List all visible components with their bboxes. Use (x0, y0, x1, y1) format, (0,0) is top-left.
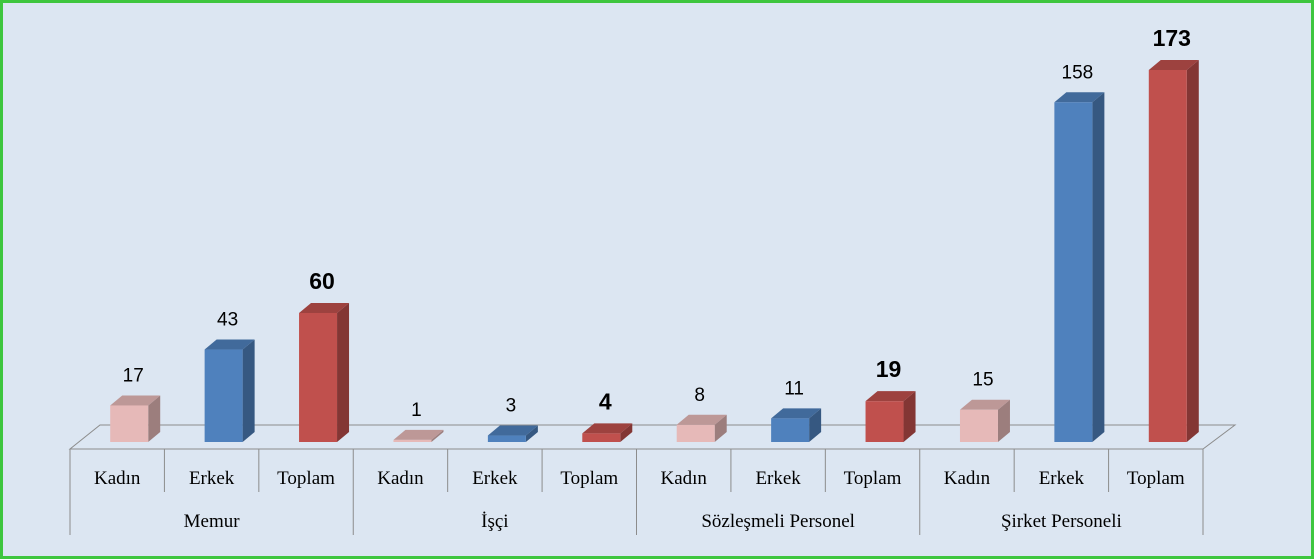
category-label: Kadın (377, 468, 424, 489)
bar-top (959, 399, 1010, 410)
bar (487, 425, 538, 442)
bar-top (582, 423, 633, 434)
group-label: Memur (184, 511, 241, 532)
bar (299, 302, 350, 442)
bar (110, 395, 161, 442)
bar-top (110, 395, 161, 406)
data-label: 4 (599, 388, 612, 414)
category-label: Toplam (844, 468, 902, 489)
bar (865, 391, 916, 442)
category-label: Kadın (94, 468, 141, 489)
bar-front (1054, 102, 1093, 442)
bar-front (204, 349, 243, 442)
bar-top (676, 414, 727, 425)
bar-side (525, 425, 538, 442)
data-label: 15 (972, 370, 993, 391)
bar-side (1092, 92, 1105, 442)
bar-front (771, 418, 810, 442)
data-label: 17 (123, 365, 144, 386)
data-label: 8 (694, 385, 705, 406)
data-label: 173 (1153, 25, 1191, 51)
bar-top (393, 429, 444, 440)
bar-top (487, 425, 538, 436)
data-label: 1 (411, 400, 422, 421)
bar-side (337, 302, 350, 442)
bar-top (299, 302, 350, 313)
bar (582, 423, 633, 442)
data-label: 158 (1062, 62, 1094, 83)
category-label: Erkek (189, 468, 235, 489)
bar-top (1148, 60, 1199, 70)
bar-side (714, 414, 727, 442)
data-label: 11 (784, 378, 804, 399)
bar (1054, 92, 1105, 442)
bar-side (148, 395, 161, 442)
bar-side (1186, 60, 1199, 442)
bar-top (204, 339, 255, 350)
bar-front (959, 409, 998, 442)
bar-front (676, 424, 715, 442)
bar-front (110, 405, 149, 442)
bar-side (809, 408, 822, 442)
bar (393, 429, 444, 442)
category-label: Erkek (755, 468, 801, 489)
bar-side (620, 423, 633, 442)
bar-side (997, 399, 1010, 442)
category-label: Erkek (472, 468, 518, 489)
data-label: 19 (876, 356, 902, 382)
bar-front (393, 439, 432, 442)
bar-front (299, 312, 338, 442)
bar-front (487, 435, 526, 442)
group-label: Sözleşmeli Personel (701, 511, 855, 532)
bar (676, 414, 727, 442)
category-label: Toplam (1127, 468, 1185, 489)
bar (204, 339, 255, 442)
category-label: Kadın (944, 468, 991, 489)
data-label: 60 (309, 268, 335, 294)
category-label: Toplam (277, 468, 335, 489)
data-label: 3 (506, 396, 517, 417)
bar-front (582, 433, 621, 442)
group-label: Şirket Personeli (1001, 511, 1122, 532)
bar-side (903, 391, 916, 442)
bar-top (865, 391, 916, 402)
bar-top (771, 408, 822, 419)
bar (1148, 60, 1199, 442)
bar-front (865, 401, 904, 442)
bar (771, 408, 822, 442)
bar-front (1148, 70, 1187, 442)
category-label: Kadın (660, 468, 707, 489)
category-label: Toplam (560, 468, 618, 489)
bar-top (1054, 92, 1105, 103)
bar (959, 399, 1010, 442)
bar-side (431, 429, 444, 442)
data-label: 43 (217, 310, 238, 331)
bar-side (242, 339, 255, 442)
category-label: Erkek (1039, 468, 1085, 489)
group-label: İşçi (481, 511, 508, 532)
